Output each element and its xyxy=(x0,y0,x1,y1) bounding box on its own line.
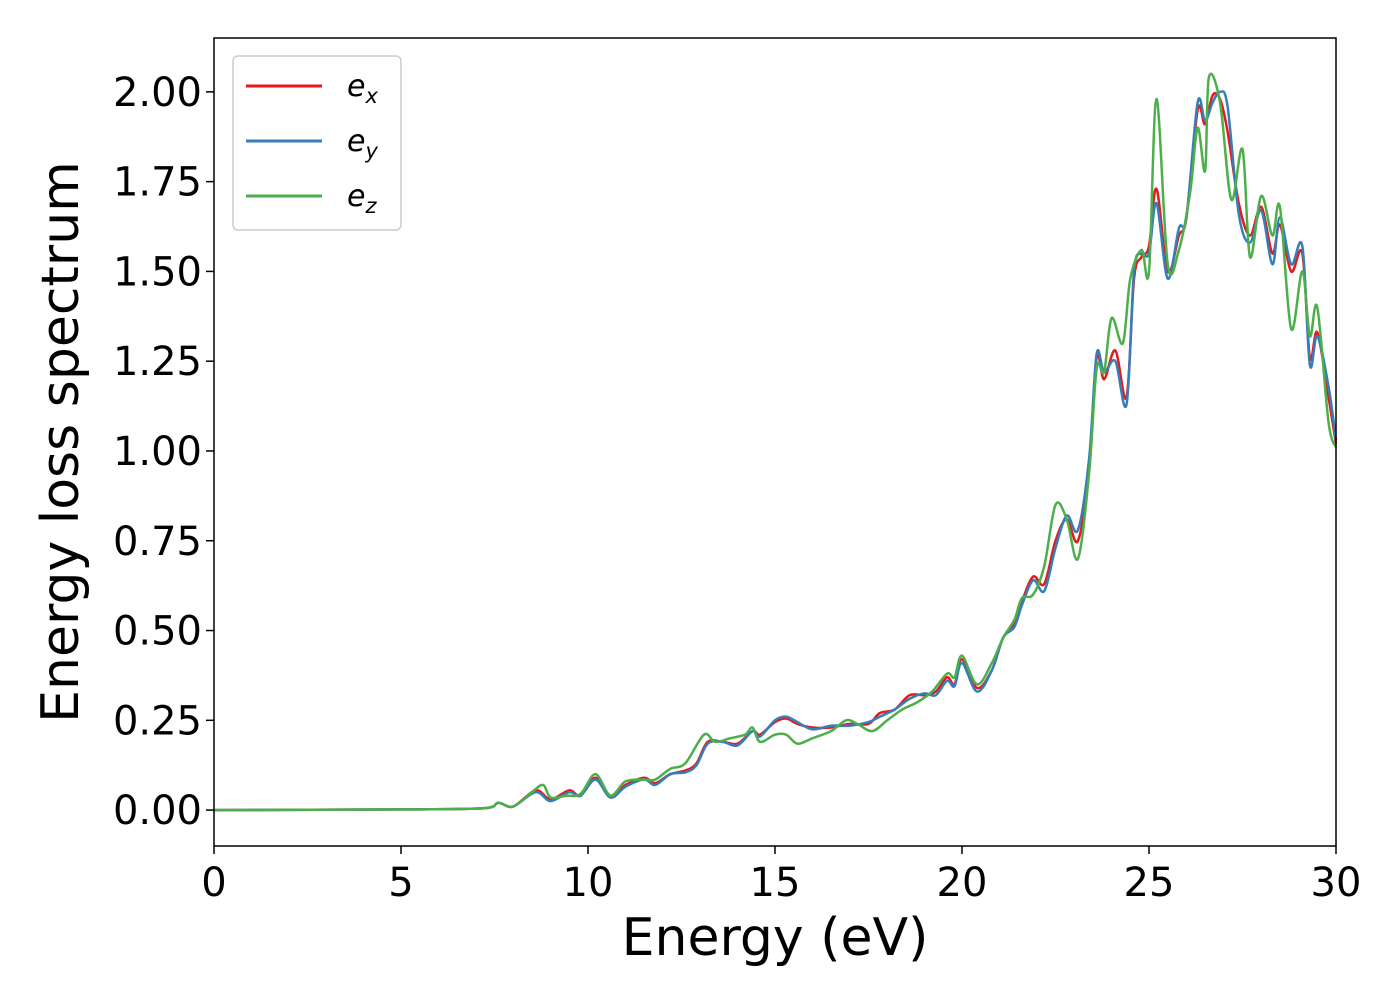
x-tick-label: 20 xyxy=(937,860,988,906)
x-tick-label: 0 xyxy=(201,860,226,906)
x-axis-title: Energy (eV) xyxy=(622,908,929,968)
y-tick-label: 1.00 xyxy=(113,429,202,475)
y-tick-label: 2.00 xyxy=(113,70,202,116)
y-tick-label: 1.25 xyxy=(113,339,202,385)
x-tick-label: 25 xyxy=(1124,860,1175,906)
legend-label-z: ez xyxy=(347,179,377,218)
legend-label-x: ex xyxy=(347,69,378,108)
y-tick-label: 1.50 xyxy=(113,249,202,295)
y-tick-label: 0.75 xyxy=(113,519,202,565)
y-tick-label: 1.75 xyxy=(113,160,202,206)
y-tick-label: 0.50 xyxy=(113,609,202,655)
x-tick-label: 15 xyxy=(750,860,801,906)
y-axis-title: Energy loss spectrum xyxy=(31,161,91,723)
y-axis-ticks: 0.00 0.25 0.50 0.75 1.00 1.25 1.50 1.75 2.00 xyxy=(113,70,214,834)
y-tick-label: 0.00 xyxy=(113,788,202,834)
x-axis-ticks: 0 5 10 15 20 25 30 xyxy=(201,846,1361,906)
y-tick-label: 0.25 xyxy=(113,698,202,744)
x-tick-label: 5 xyxy=(388,860,413,906)
series-line-z xyxy=(213,72,1338,812)
legend-label-y: ey xyxy=(347,124,378,163)
legend-box xyxy=(232,55,402,231)
x-tick-label: 30 xyxy=(1311,860,1362,906)
series-layer xyxy=(213,72,1338,812)
x-tick-label: 10 xyxy=(563,860,614,906)
legend: ex ey ez xyxy=(232,55,402,231)
